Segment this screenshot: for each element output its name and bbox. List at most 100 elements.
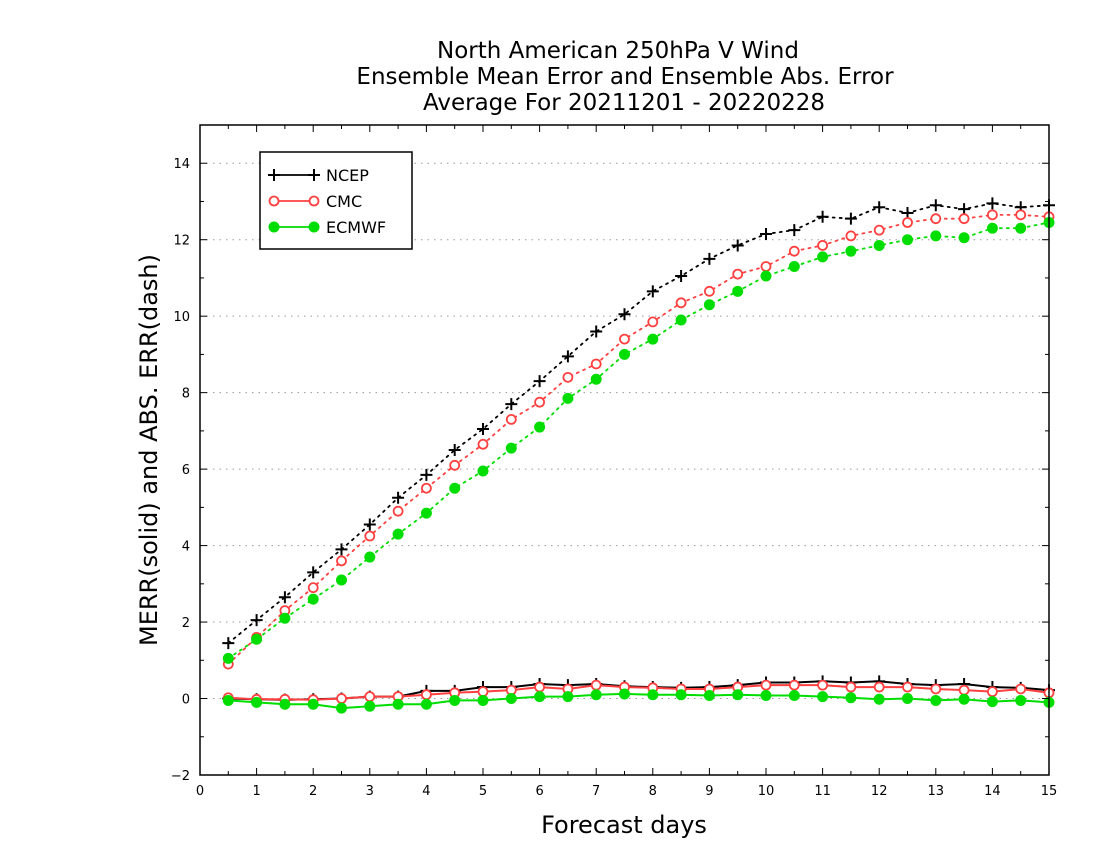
mean-err-point-ecmwf [703,689,715,701]
abs-err-point-ncep [590,325,603,338]
abs-err-point-ncep [222,637,235,650]
mean-err-point-ecmwf [930,694,942,706]
x-tick-label: 12 [871,784,888,799]
mean-err-point-cmc [930,683,942,695]
mean-err-point-cmc [534,681,545,693]
abs-err-point-ecmwf [392,528,404,540]
legend-label-ecmwf: ECMWF [326,218,386,237]
abs-err-point-ncep [420,468,433,481]
abs-err-line-ecmwf [227,221,1050,660]
legend-item-ecmwf: ECMWF [268,218,386,237]
y-tick-label: 4 [182,540,190,555]
abs-err-point-ecmwf [251,633,263,645]
abs-err-point-ncep [958,203,971,216]
legend-marker-cmc [268,195,280,207]
abs-err-point-cmc [307,582,319,594]
mean-err-point-ecmwf [1015,694,1027,706]
abs-err-point-ecmwf [845,245,857,257]
x-tick-label: 11 [814,784,831,799]
y-tick-label: 12 [173,234,190,249]
x-tick-label: 10 [758,784,775,799]
mean-err-point-ecmwf [675,689,687,701]
mean-err-point-cmc [902,681,913,693]
abs-err-point-ecmwf [505,442,517,454]
x-tick-label: 9 [705,784,713,799]
abs-err-point-ncep [646,285,659,298]
abs-err-point-ncep [448,444,461,456]
mean-err-point-cmc [987,686,998,698]
legend-marker-ecmwf [308,221,320,233]
mean-err-point-cmc [788,679,800,691]
abs-err-point-ncep [533,375,546,388]
abs-err-point-ecmwf [873,239,885,251]
x-tick-label: 14 [984,784,1001,799]
mean-err-point-cmc [1015,683,1027,695]
mean-err-point-ecmwf [336,702,347,714]
x-tick-label: 7 [592,784,600,799]
x-tick-label: 13 [928,784,945,799]
abs-err-point-cmc [873,224,885,236]
abs-err-point-ecmwf [732,285,744,297]
abs-err-point-cmc [619,333,630,345]
mean-err-point-ecmwf [873,693,885,705]
abs-err-point-ncep [760,227,772,240]
mean-err-point-cmc [817,679,828,691]
abs-err-point-ecmwf [364,551,376,563]
x-tick-label: 1 [252,784,260,799]
y-tick-label: 10 [173,310,190,325]
y-tick-label: 14 [173,157,190,172]
abs-err-point-ncep [873,201,886,214]
title-line-1: North American 250hPa V Wind [437,38,799,64]
mean-err-point-ecmwf [760,689,772,701]
mean-err-line-cmc [228,684,1050,701]
abs-err-point-ecmwf [619,348,630,360]
mean-err-point-cmc [760,679,772,691]
abs-err-point-ecmwf [222,652,234,664]
legend: NCEP CMC ECMWF [259,151,413,250]
abs-err-point-cmc [732,268,744,280]
legend-item-cmc: CMC [268,192,362,211]
mean-err-point-ecmwf [420,698,432,710]
mean-err-point-cmc [873,681,885,693]
abs-err-point-ncep [505,398,518,411]
abs-err-point-ecmwf [562,392,574,404]
x-tick-label: 8 [649,784,657,799]
abs-err-point-cmc [562,371,574,383]
abs-err-point-ncep [844,212,857,225]
abs-err-point-cmc [420,482,432,494]
abs-err-point-cmc [364,530,376,542]
abs-err-point-ecmwf [760,270,772,282]
abs-err-point-ecmwf [986,222,998,234]
mean-err-point-ecmwf [788,689,800,701]
abs-err-point-ncep [675,270,688,283]
abs-err-line-ncep [227,202,1050,644]
y-tick-label: 8 [182,387,190,402]
abs-err-point-ecmwf [817,251,829,263]
abs-err-point-ncep [929,199,942,212]
mean-err-point-ecmwf [958,693,970,705]
abs-err-point-ecmwf [930,230,942,242]
abs-err-point-cmc [930,213,942,225]
title-line-2: Ensemble Mean Error and Ensemble Abs. Er… [356,64,894,90]
abs-err-point-cmc [760,261,772,272]
abs-err-point-ncep [363,518,376,531]
abs-err-point-cmc [647,316,659,328]
mean-err-point-ecmwf [449,694,461,706]
abs-err-point-ecmwf [279,612,291,624]
y-tick-label: 0 [182,693,190,708]
mean-err-point-cmc [958,684,970,696]
abs-err-point-ncep [477,422,489,435]
legend-item-ncep: NCEP [268,166,369,185]
abs-err-point-ecmwf [902,234,913,246]
mean-err-point-ecmwf [222,694,234,706]
legend-label-cmc: CMC [326,192,362,211]
abs-err-line-cmc [227,213,1050,665]
abs-err-point-cmc [505,414,517,425]
abs-err-point-cmc [675,297,687,309]
y-axis-label: MERR(solid) and ABS. ERR(dash) [135,254,163,646]
series-ncep [222,197,1055,706]
mean-err-point-cmc [420,689,432,701]
abs-err-point-cmc [449,459,461,471]
abs-err-point-ecmwf [477,465,489,477]
mean-err-point-ecmwf [392,698,404,710]
